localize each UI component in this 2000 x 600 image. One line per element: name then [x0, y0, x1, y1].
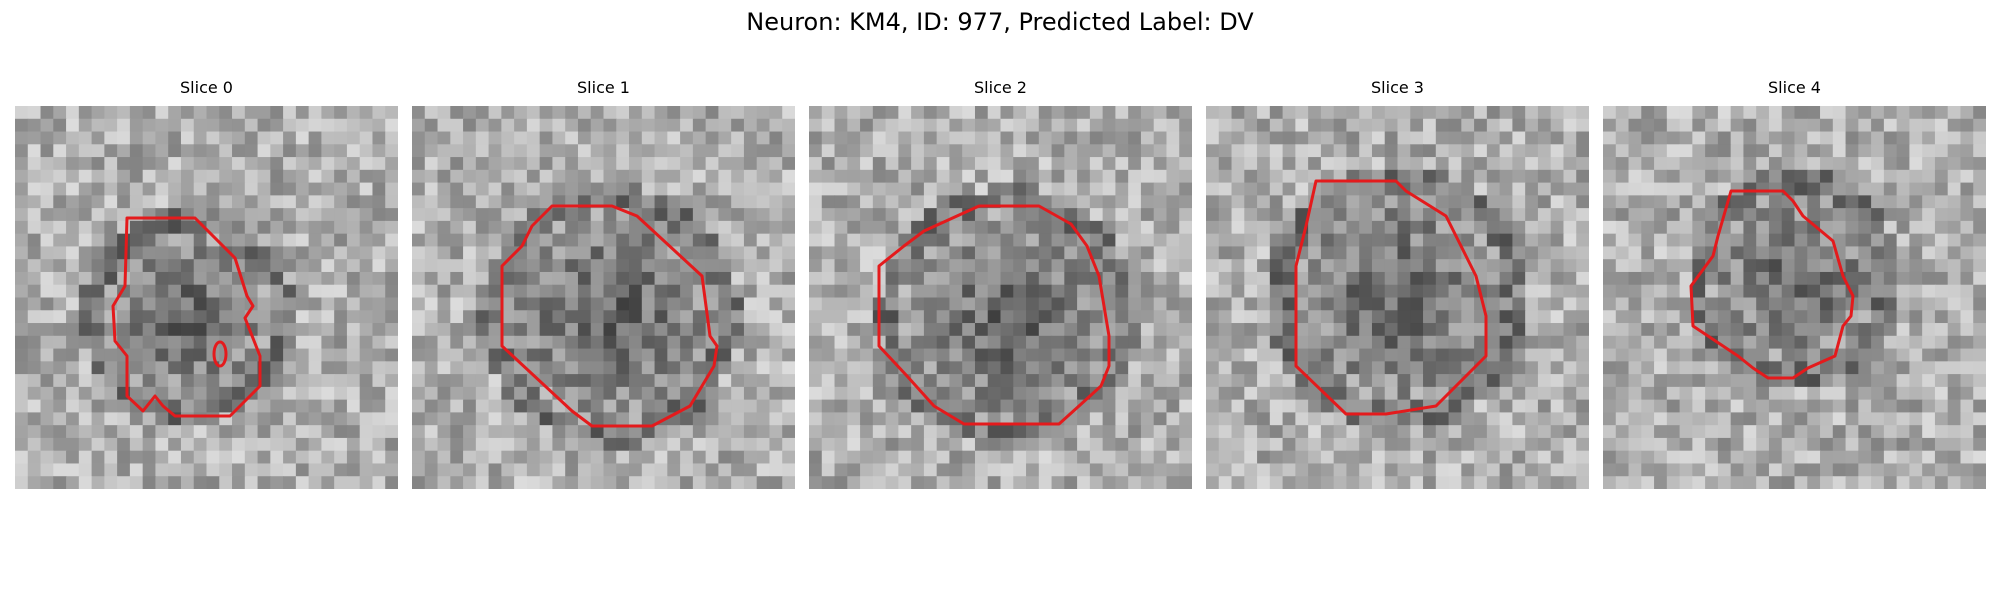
grayscale-pixels-1: [412, 106, 795, 489]
grayscale-pixels-0: [15, 106, 398, 489]
slice-panel-1: Slice 1: [412, 78, 795, 489]
segmentation-contour-0: [111, 216, 262, 418]
grayscale-pixels-4: [1603, 106, 1986, 489]
slice-panel-2: Slice 2: [809, 78, 1192, 489]
slice-image-4: [1603, 106, 1986, 489]
segmentation-contour-0b: [212, 340, 228, 368]
slice-image-0: [15, 106, 398, 489]
slice-title-0: Slice 0: [180, 78, 233, 97]
slice-image-3: [1206, 106, 1589, 489]
slice-title-2: Slice 2: [974, 78, 1027, 97]
slice-title-4: Slice 4: [1768, 78, 1821, 97]
segmentation-contour-1: [500, 204, 719, 428]
slice-panel-3: Slice 3: [1206, 78, 1589, 489]
slice-title-1: Slice 1: [577, 78, 630, 97]
slice-title-3: Slice 3: [1371, 78, 1424, 97]
slice-panel-4: Slice 4: [1603, 78, 1986, 489]
grayscale-pixels-2: [809, 106, 1192, 489]
segmentation-contour-3: [1294, 179, 1488, 416]
slice-panel-0: Slice 0: [15, 78, 398, 489]
segmentation-contour-2: [877, 204, 1111, 426]
segmentation-contour-4: [1689, 189, 1855, 380]
figure-title: Neuron: KM4, ID: 977, Predicted Label: D…: [746, 8, 1254, 36]
slice-image-1: [412, 106, 795, 489]
grayscale-pixels-3: [1206, 106, 1589, 489]
slice-image-2: [809, 106, 1192, 489]
